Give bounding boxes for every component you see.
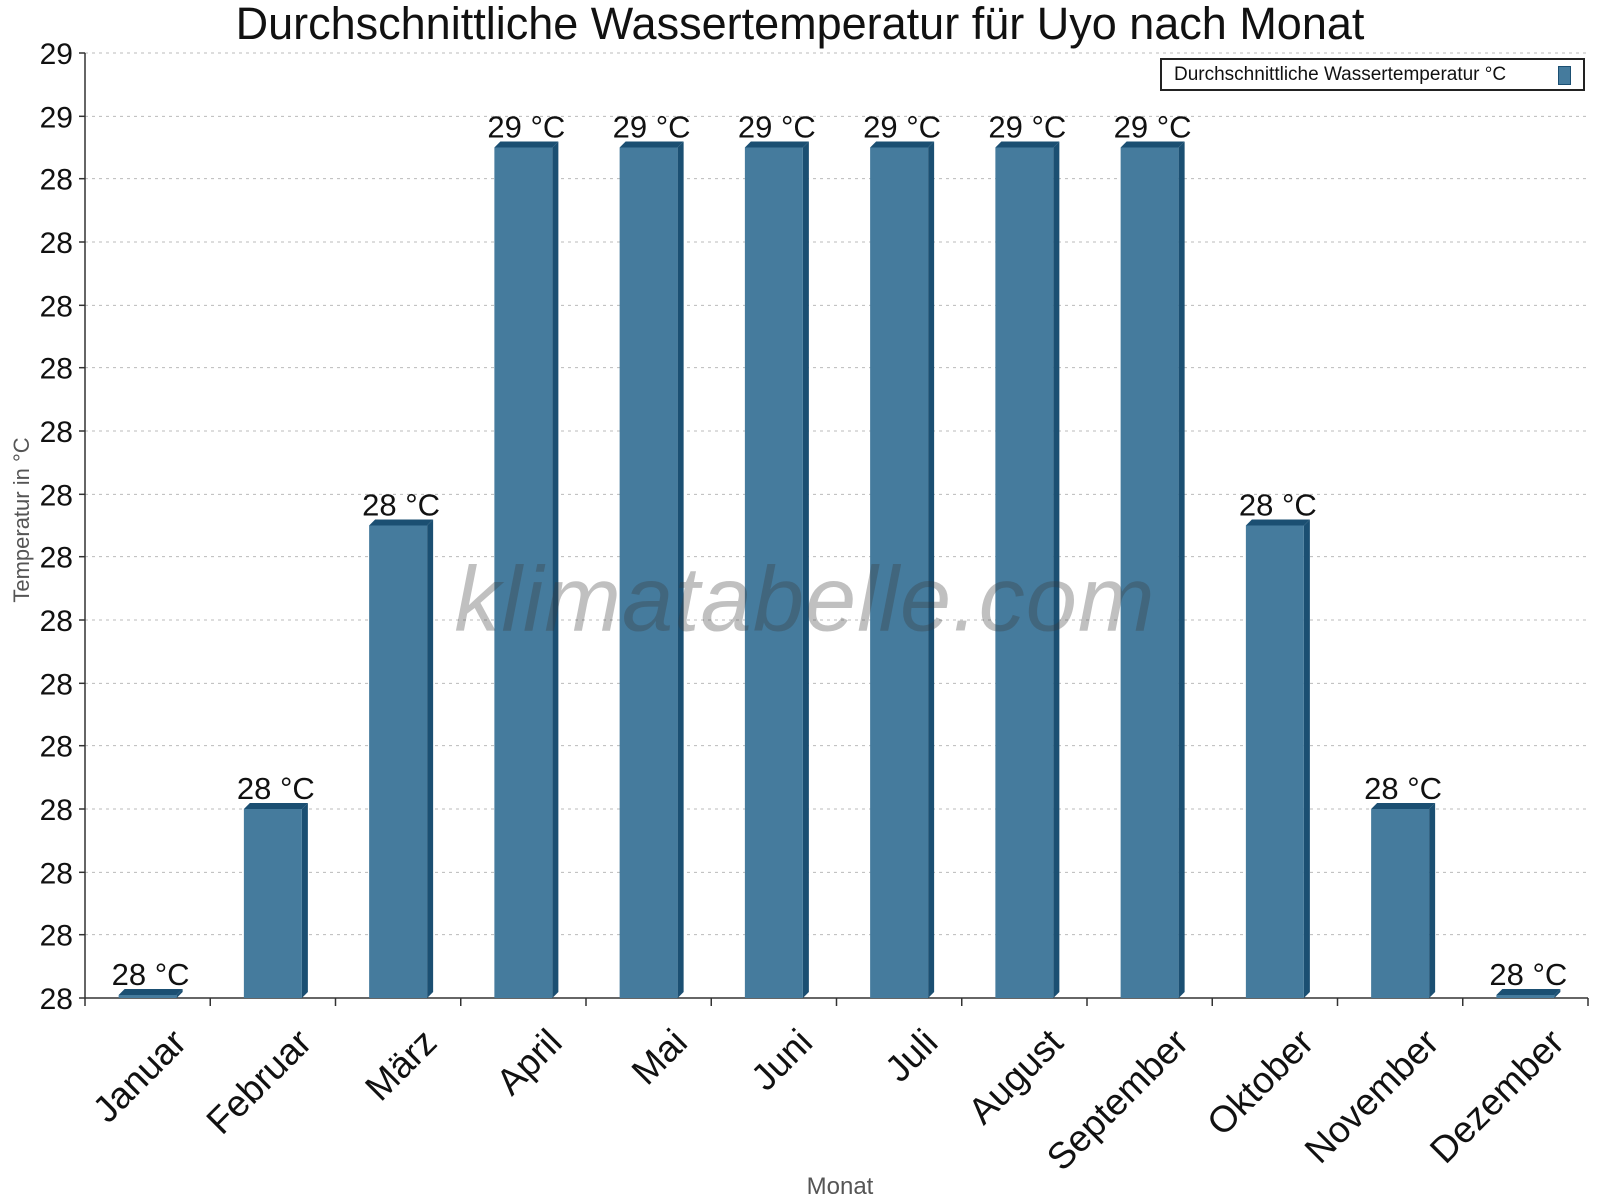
watermark: klimatabelle.com: [454, 548, 1156, 651]
bar-top: [494, 141, 559, 148]
y-tick-label: 28: [40, 479, 73, 512]
bar-side: [1303, 519, 1310, 998]
y-tick-label: 28: [40, 668, 73, 701]
y-tick-label: 28: [40, 794, 73, 827]
y-tick-label: 28: [40, 290, 73, 323]
data-label: 29 °C: [738, 110, 816, 145]
y-tick-label: 28: [40, 353, 73, 386]
x-tick-label: Mai: [624, 1021, 695, 1092]
bar-side: [176, 989, 183, 998]
bar-side: [802, 141, 809, 998]
x-tick-label: Januar: [85, 1021, 194, 1130]
bar-side: [1429, 803, 1436, 998]
bar: [118, 995, 177, 998]
data-label: 28 °C: [1239, 488, 1317, 523]
y-tick-label: 28: [40, 542, 73, 575]
x-tick-label: August: [960, 1021, 1071, 1132]
legend: Durchschnittliche Wassertemperatur °C: [1160, 58, 1585, 91]
bar: [744, 147, 803, 998]
y-tick-label: 28: [40, 605, 73, 638]
bar-top: [995, 141, 1060, 148]
bar: [995, 147, 1054, 998]
bar: [369, 525, 428, 998]
data-label: 29 °C: [487, 110, 565, 145]
y-tick-label: 28: [40, 227, 73, 260]
bar-top: [870, 141, 935, 148]
x-tick-label: Februar: [199, 1021, 320, 1142]
bar-side: [427, 519, 434, 998]
bar: [1371, 809, 1430, 998]
bar-side: [1053, 141, 1060, 998]
legend-swatch: [1558, 66, 1571, 85]
data-label: 29 °C: [1114, 110, 1192, 145]
bar-side: [552, 141, 559, 998]
bar-side: [301, 803, 308, 998]
bar-top: [744, 141, 809, 148]
legend-label: Durchschnittliche Wassertemperatur °C: [1174, 63, 1507, 85]
x-axis-title: Monat: [806, 1173, 874, 1200]
data-label: 28 °C: [362, 488, 440, 523]
bar-top: [118, 989, 183, 995]
bar-top: [1371, 803, 1436, 809]
bar: [494, 147, 553, 998]
bar: [1245, 525, 1304, 998]
bar-side: [677, 141, 684, 998]
data-label: 28 °C: [112, 957, 190, 992]
data-label: 28 °C: [1364, 771, 1442, 806]
bar-top: [1120, 141, 1185, 148]
bar: [619, 147, 678, 998]
chart-title: Durchschnittliche Wassertemperatur für U…: [235, 0, 1365, 49]
x-tick-label: Juni: [743, 1021, 820, 1098]
bar-side: [1178, 141, 1185, 998]
y-tick-label: 28: [40, 857, 73, 890]
x-tick-label: Dezember: [1422, 1021, 1572, 1171]
x-tick-label: Juli: [877, 1021, 945, 1089]
data-label: 29 °C: [863, 110, 941, 145]
bar-top: [369, 519, 434, 526]
bar: [870, 147, 929, 998]
y-tick-label: 29: [40, 101, 73, 134]
x-tick-label: März: [357, 1021, 444, 1108]
x-tick-label: April: [488, 1021, 569, 1102]
y-tick-label: 28: [40, 416, 73, 449]
bar: [1496, 995, 1555, 998]
x-tick-label: November: [1297, 1021, 1447, 1171]
bar-top: [243, 803, 308, 809]
data-label: 29 °C: [613, 110, 691, 145]
bar-side: [1554, 989, 1561, 998]
bar-top: [1496, 989, 1561, 995]
y-tick-label: 28: [40, 920, 73, 953]
bar: [243, 809, 302, 998]
y-axis-title: Temperatur in °C: [9, 437, 34, 603]
y-tick-label: 28: [40, 164, 73, 197]
bar-top: [1245, 519, 1310, 526]
bar-top: [619, 141, 684, 148]
y-tick-label: 28: [40, 983, 73, 1016]
x-tick-label: Oktober: [1199, 1021, 1321, 1143]
y-tick-label: 29: [40, 38, 73, 71]
bar: [1120, 147, 1179, 998]
data-label: 28 °C: [237, 771, 315, 806]
bar-side: [928, 141, 935, 998]
data-label: 29 °C: [988, 110, 1066, 145]
data-label: 28 °C: [1489, 957, 1567, 992]
y-tick-label: 28: [40, 731, 73, 764]
